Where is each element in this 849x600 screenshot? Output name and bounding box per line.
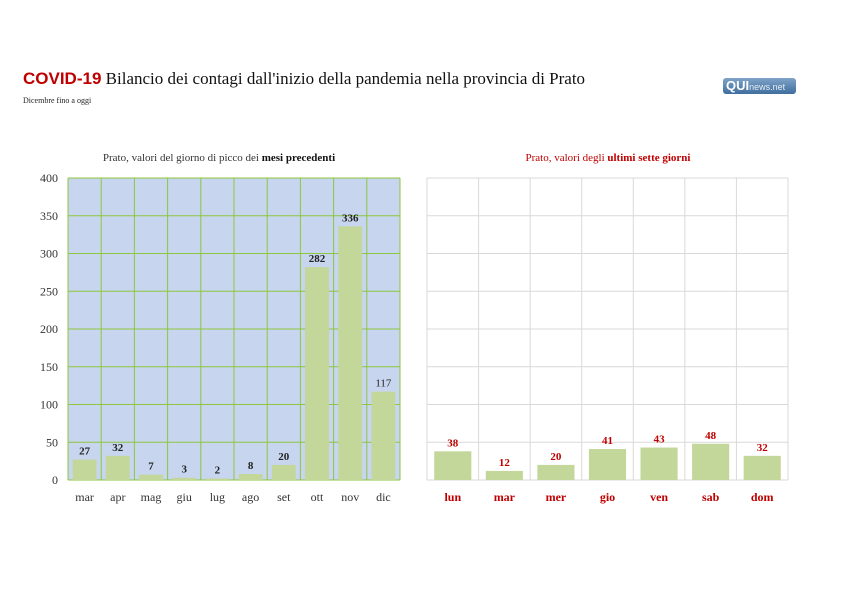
y-tick-label: 250	[40, 284, 58, 298]
panel-title: Prato, valori del giorno di picco dei me…	[103, 152, 335, 164]
data-label: 32	[112, 442, 124, 454]
bar	[205, 478, 230, 480]
x-tick-label: mag	[141, 490, 162, 504]
data-label: 117	[375, 378, 392, 390]
bar	[537, 464, 575, 480]
bar	[588, 449, 627, 480]
y-tick-label: 0	[52, 473, 58, 487]
bar	[238, 473, 263, 480]
data-label: 38	[447, 437, 459, 449]
bar	[743, 455, 781, 480]
x-tick-label: set	[277, 490, 291, 504]
bar	[640, 447, 678, 480]
data-label: 8	[248, 460, 254, 472]
x-tick-label: ott	[311, 490, 324, 504]
chart-title: COVID-19 Bilancio dei contagi dall'inizi…	[23, 69, 585, 89]
chart-subtitle: Dicembre fino a oggi	[23, 96, 92, 105]
x-tick-label: giu	[177, 490, 192, 504]
y-tick-label: 50	[46, 435, 58, 449]
x-tick-label: dom	[751, 490, 774, 504]
x-tick-label: ven	[650, 490, 668, 504]
bar	[485, 470, 523, 480]
y-tick-label: 400	[40, 171, 58, 185]
data-label: 32	[757, 442, 769, 454]
y-tick-label: 150	[40, 360, 58, 374]
x-tick-label: mer	[546, 490, 567, 504]
panel-title-bold: ultimi sette giorni	[607, 152, 690, 164]
data-label: 41	[602, 435, 613, 447]
data-label: 20	[550, 451, 562, 463]
logo-main: QUI	[726, 78, 750, 93]
x-tick-label: mar	[75, 490, 94, 504]
data-label: 12	[499, 457, 511, 469]
x-tick-label: sab	[702, 490, 720, 504]
title-text: Bilancio dei contagi dall'inizio della p…	[105, 69, 586, 88]
x-tick-label: lug	[210, 490, 225, 504]
x-tick-label: lun	[444, 490, 461, 504]
data-label: 48	[705, 430, 717, 442]
y-tick-label: 100	[40, 398, 58, 412]
data-label: 27	[79, 446, 91, 458]
bar	[305, 267, 329, 480]
bar	[172, 477, 197, 480]
x-tick-label: apr	[110, 490, 125, 504]
panel-title-bold: mesi precedenti	[262, 152, 335, 164]
panel-title-prefix: Prato, valori degli	[526, 152, 608, 164]
y-tick-label: 350	[40, 209, 58, 223]
x-tick-label: dic	[376, 490, 391, 504]
data-label: 3	[181, 464, 187, 476]
bar	[72, 459, 97, 480]
x-tick-label: mar	[494, 490, 516, 504]
bar	[338, 226, 363, 480]
logo-sub: news	[749, 82, 771, 92]
bar	[692, 443, 730, 480]
data-label: 336	[342, 212, 359, 224]
x-tick-label: ago	[242, 490, 259, 504]
panel-title-prefix: Prato, valori del giorno di picco dei	[103, 152, 262, 164]
bar	[371, 391, 396, 480]
bar	[271, 464, 296, 480]
panel-title: Prato, valori degli ultimi sette giorni	[526, 152, 691, 164]
x-tick-label: gio	[600, 490, 615, 504]
data-label: 43	[654, 434, 666, 446]
x-tick-label: nov	[341, 490, 359, 504]
bar	[139, 474, 163, 480]
data-label: 20	[278, 451, 290, 463]
bar	[105, 455, 130, 480]
data-label: 7	[148, 461, 154, 473]
title-accent: COVID-19	[23, 69, 102, 88]
data-label: 2	[215, 464, 221, 476]
data-label: 282	[309, 253, 326, 265]
bar	[434, 451, 472, 480]
y-tick-label: 300	[40, 247, 58, 261]
quinews-logo: QUInews.net	[723, 78, 796, 94]
y-tick-label: 200	[40, 322, 58, 336]
logo-tld: .net	[770, 82, 786, 92]
